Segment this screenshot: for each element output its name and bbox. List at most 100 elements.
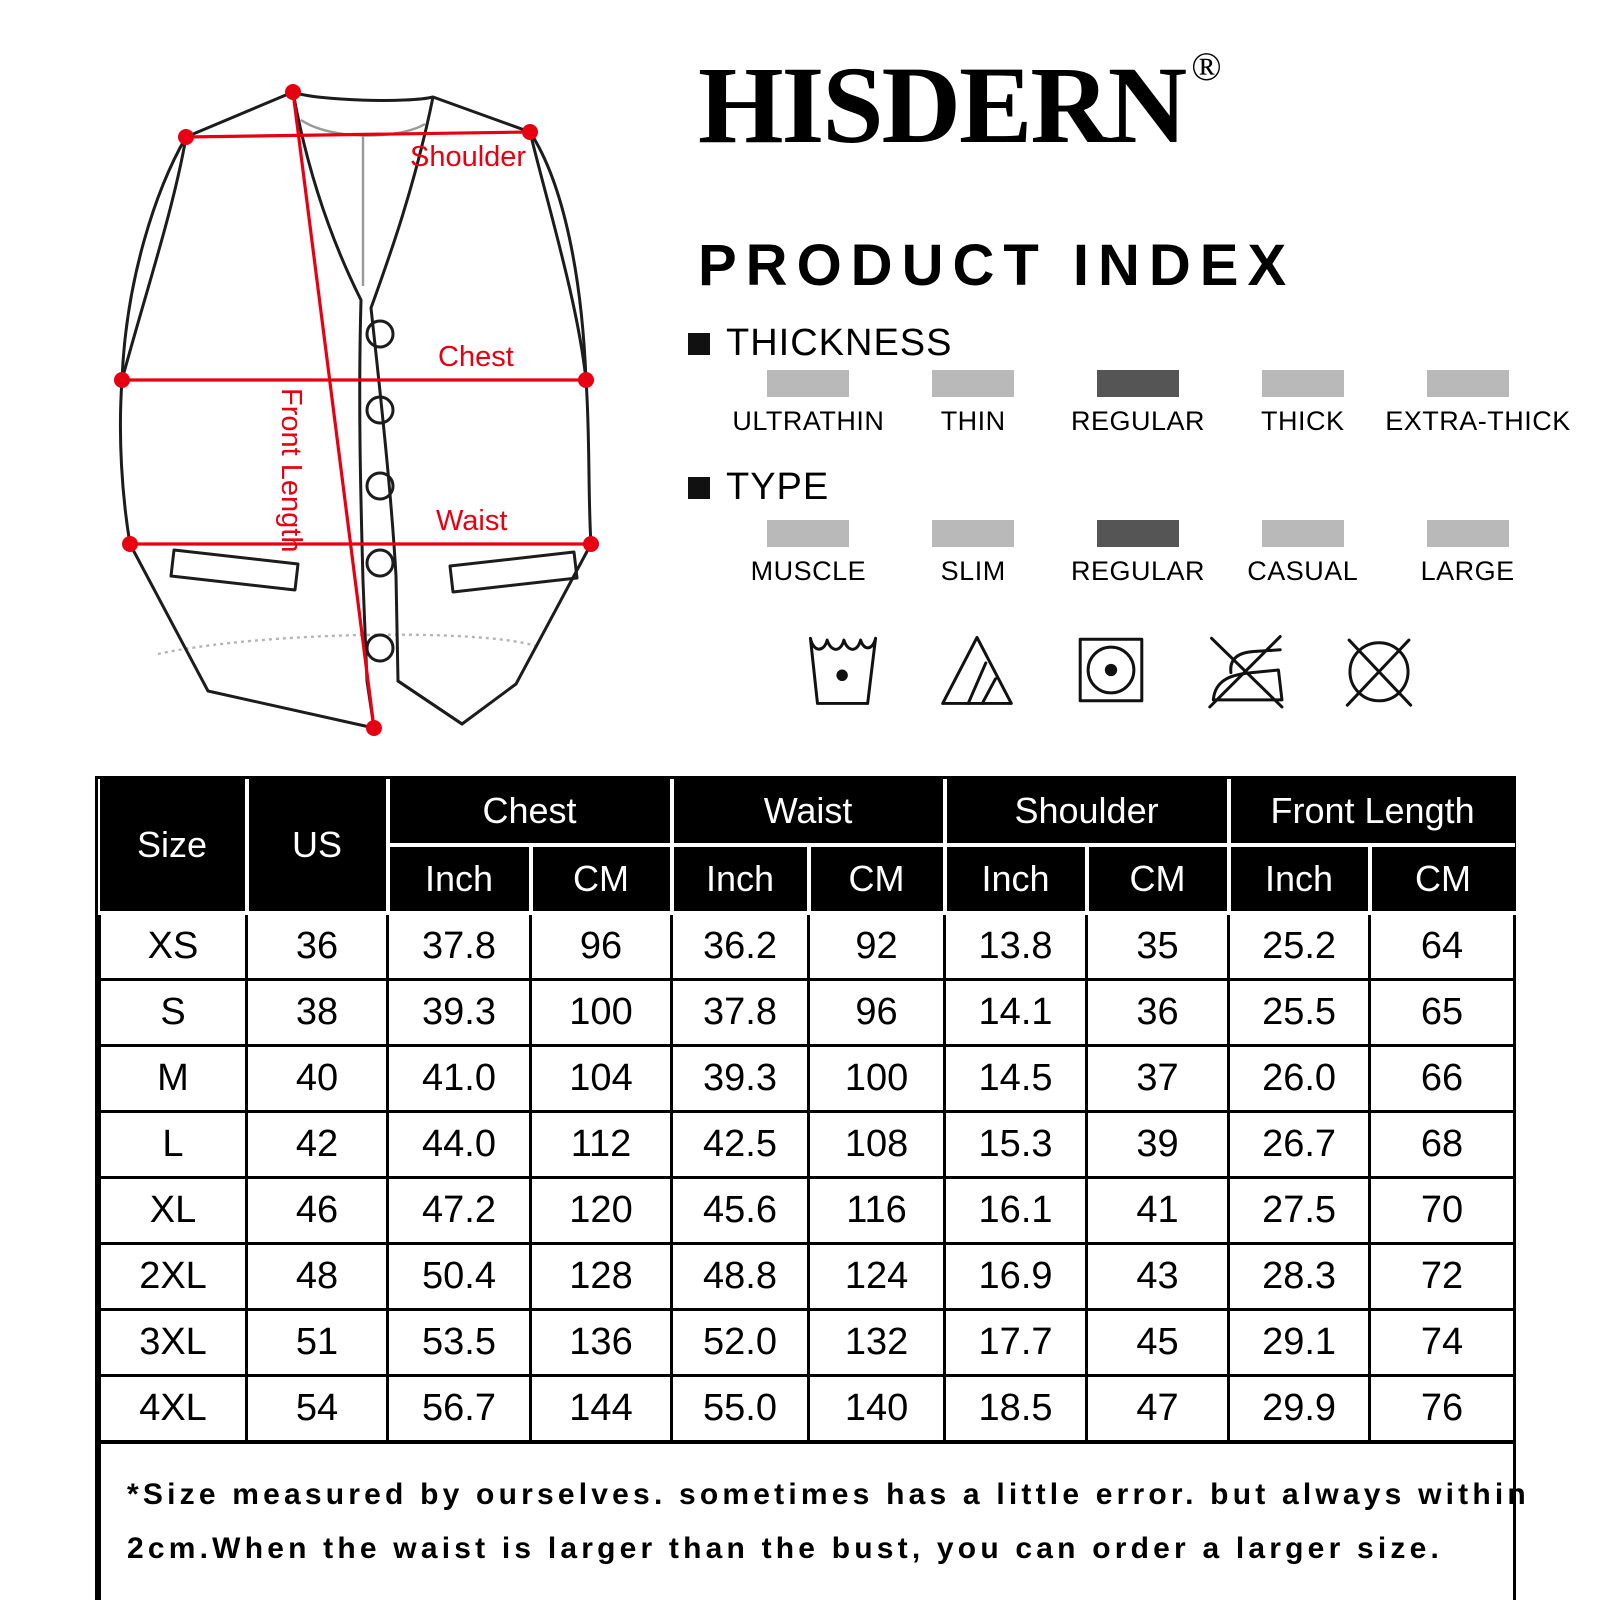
thickness-option-thin: THIN	[891, 370, 1056, 437]
value-cell: 66	[1368, 1044, 1517, 1113]
size-cell: S	[98, 978, 248, 1047]
tumble-dry-icon	[1044, 626, 1178, 714]
machine-wash-icon	[776, 626, 910, 714]
waist-label: Waist	[436, 505, 507, 537]
swatch-bar	[932, 520, 1015, 547]
brand-name: HISDERN	[698, 44, 1187, 166]
value-cell: 27.5	[1227, 1176, 1372, 1245]
measure-dot	[578, 372, 594, 388]
chest-label: Chest	[438, 341, 514, 373]
header-front-length: Front Length	[1226, 779, 1515, 847]
note-row: *Size measured by ourselves. sometimes h…	[97, 1440, 1526, 1600]
value-cell: 140	[807, 1374, 947, 1444]
value-cell: 96	[528, 911, 674, 981]
header-chest: Chest	[385, 779, 674, 847]
size-chart-table: Size US Chest Waist Shoulder Front Lengt…	[97, 779, 1526, 1600]
vest-measurement-diagram: Shoulder Chest Waist Front Length	[114, 84, 599, 736]
value-cell: 38	[245, 978, 389, 1047]
thickness-heading: THICKNESS	[688, 322, 952, 365]
header-cm: CM	[528, 843, 674, 915]
value-cell: 29.9	[1227, 1374, 1372, 1444]
size-cell: 3XL	[98, 1308, 248, 1377]
value-cell: 116	[807, 1176, 947, 1245]
value-cell: 56.7	[386, 1374, 532, 1444]
measure-dot	[178, 129, 194, 145]
value-cell: 42.5	[670, 1110, 811, 1179]
size-cell: XL	[98, 1176, 248, 1245]
do-not-dry-clean-icon	[1312, 626, 1446, 714]
thickness-option-thick: THICK	[1220, 370, 1385, 437]
type-option-slim: SLIM	[891, 520, 1056, 587]
size-note: *Size measured by ourselves. sometimes h…	[97, 1440, 1526, 1600]
value-cell: 51	[245, 1308, 389, 1377]
value-cell: 64	[1368, 911, 1517, 981]
value-cell: 15.3	[943, 1110, 1089, 1179]
swatch-bar	[1261, 370, 1344, 397]
value-cell: 40	[245, 1044, 389, 1113]
type-heading: TYPE	[688, 466, 829, 509]
measure-dot	[122, 536, 138, 552]
header-waist: Waist	[669, 779, 947, 847]
value-cell: 13.8	[943, 911, 1089, 981]
front-length-label: Front Length	[275, 388, 307, 552]
value-cell: 128	[528, 1242, 674, 1311]
thickness-heading-label: THICKNESS	[726, 322, 953, 364]
value-cell: 108	[807, 1110, 947, 1179]
vest-left-panel	[118, 90, 376, 730]
value-cell: 46	[245, 1176, 389, 1245]
value-cell: 100	[528, 978, 674, 1047]
table-row: 2XL 48 50.4 128 48.8 124 16.9 43 28.3 72	[98, 1242, 1517, 1311]
measure-dot	[285, 84, 301, 100]
value-cell: 16.1	[943, 1176, 1089, 1245]
button	[365, 633, 395, 663]
value-cell: 28.3	[1227, 1242, 1372, 1311]
thickness-option-ultrathin: ULTRATHIN	[726, 370, 891, 437]
table-row: 3XL 51 53.5 136 52.0 132 17.7 45 29.1 74	[98, 1308, 1517, 1377]
measure-dot	[366, 720, 382, 736]
type-option-muscle: MUSCLE	[726, 520, 891, 587]
value-cell: 48	[245, 1242, 389, 1311]
size-table-body: XS 36 37.8 96 36.2 92 13.8 35 25.2 64 S 38 39.3 100 37…	[98, 911, 1517, 1444]
value-cell: 112	[528, 1110, 674, 1179]
value-cell: 50.4	[386, 1242, 532, 1311]
value-cell: 18.5	[943, 1374, 1089, 1444]
value-cell: 100	[807, 1044, 947, 1113]
button	[365, 548, 395, 578]
left-pocket	[169, 548, 300, 592]
value-cell: 54	[245, 1374, 389, 1444]
value-cell: 132	[807, 1308, 947, 1377]
value-cell: 25.2	[1227, 911, 1372, 981]
swatch-bar	[932, 370, 1015, 397]
value-cell: 26.0	[1227, 1044, 1372, 1113]
header-cm: CM	[1367, 843, 1515, 915]
value-cell: 35	[1085, 911, 1231, 981]
header-inch: Inch	[669, 843, 811, 915]
shoulder-measure-line	[185, 130, 531, 139]
value-cell: 16.9	[943, 1242, 1089, 1311]
size-cell: XS	[98, 911, 248, 981]
header-cm: CM	[806, 843, 947, 915]
value-cell: 74	[1368, 1308, 1517, 1377]
value-cell: 124	[807, 1242, 947, 1311]
brand-logo: HISDERN ®	[698, 46, 1222, 164]
header-inch: Inch	[385, 843, 533, 915]
option-label: THIN	[940, 406, 1006, 436]
value-cell: 65	[1368, 978, 1517, 1047]
option-label: EXTRA-THICK	[1385, 406, 1571, 436]
table-row: S 38 39.3 100 37.8 96 14.1 36 25.5 65	[98, 978, 1517, 1047]
table-row: 4XL 54 56.7 144 55.0 140 18.5 47 29.9 76	[98, 1374, 1517, 1444]
option-label: LARGE	[1420, 556, 1515, 586]
header-cm: CM	[1084, 843, 1231, 915]
table-row: XS 36 37.8 96 36.2 92 13.8 35 25.2 64	[98, 911, 1517, 981]
size-cell: M	[98, 1044, 248, 1113]
option-label: THICK	[1261, 406, 1345, 436]
option-label: REGULAR	[1070, 556, 1205, 586]
measure-dot	[522, 124, 538, 140]
value-cell: 41	[1085, 1176, 1231, 1245]
value-cell: 53.5	[386, 1308, 532, 1377]
table-row: XL 46 47.2 120 45.6 116 16.1 41 27.5 70	[98, 1176, 1517, 1245]
registered-mark-icon: ®	[1191, 44, 1222, 89]
value-cell: 120	[528, 1176, 674, 1245]
vest-outline	[291, 90, 593, 726]
